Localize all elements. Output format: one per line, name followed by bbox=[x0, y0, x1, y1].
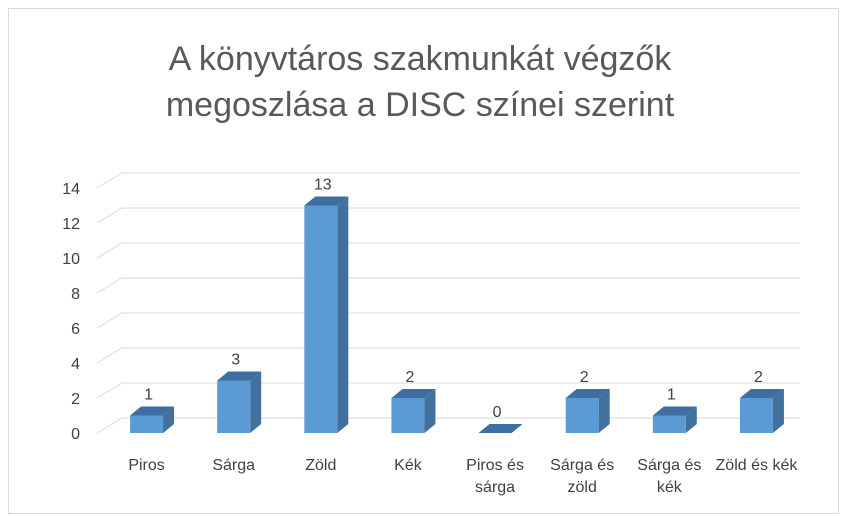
x-tick-label: Zöld bbox=[305, 457, 337, 474]
data-label: 2 bbox=[405, 369, 414, 386]
grid-line bbox=[96, 277, 800, 294]
bar-top bbox=[304, 196, 349, 206]
y-tick-label: 12 bbox=[62, 216, 80, 233]
bar bbox=[652, 415, 686, 433]
y-tick-label: 2 bbox=[71, 391, 80, 408]
y-tick-label: 6 bbox=[71, 321, 80, 338]
grid-line bbox=[96, 347, 800, 364]
data-label: 3 bbox=[231, 352, 240, 369]
data-label: 1 bbox=[144, 387, 153, 404]
bar-side bbox=[163, 406, 175, 433]
bar bbox=[565, 398, 599, 433]
grid-line bbox=[96, 312, 800, 329]
bar bbox=[304, 205, 338, 433]
bar bbox=[739, 398, 773, 433]
x-tick-label: Zöld és kék bbox=[715, 457, 798, 474]
data-label: 2 bbox=[754, 369, 763, 386]
bar bbox=[217, 380, 251, 433]
bar-side bbox=[598, 389, 610, 433]
y-tick-label: 10 bbox=[62, 251, 80, 268]
data-label: 2 bbox=[580, 369, 589, 386]
bar-side bbox=[685, 406, 697, 433]
x-tick-label: Sárga és zöld bbox=[550, 457, 615, 496]
bar-top bbox=[565, 389, 610, 398]
y-tick-label: 14 bbox=[62, 181, 80, 198]
data-label: 1 bbox=[667, 387, 676, 404]
bar-side bbox=[250, 371, 262, 433]
bar-side bbox=[424, 389, 436, 433]
x-tick-label: Kék bbox=[394, 457, 422, 474]
bar-top bbox=[739, 389, 784, 398]
bar-top bbox=[478, 424, 523, 433]
bar bbox=[391, 398, 425, 433]
bar-top bbox=[652, 406, 697, 416]
x-tick-label: Piros és sárga bbox=[466, 457, 524, 496]
y-tick-label: 8 bbox=[71, 286, 80, 303]
bar bbox=[130, 415, 164, 433]
y-tick-label: 0 bbox=[71, 426, 80, 443]
x-tick-label: Piros bbox=[128, 457, 165, 474]
grid-line bbox=[96, 207, 800, 224]
data-label: 0 bbox=[493, 404, 502, 421]
bar-side bbox=[337, 196, 349, 433]
grid-line bbox=[96, 172, 800, 189]
y-tick-label: 4 bbox=[71, 356, 80, 373]
bar-top bbox=[391, 389, 436, 398]
x-tick-label: Sárga bbox=[212, 457, 256, 474]
grid-line bbox=[96, 382, 800, 399]
bar-top bbox=[130, 406, 175, 416]
data-label: 13 bbox=[314, 177, 332, 194]
bar-top bbox=[217, 371, 262, 381]
chart-title: A könyvtáros szakmunkát végzők megoszlás… bbox=[165, 40, 675, 124]
x-tick-label: Sárga és kék bbox=[637, 457, 702, 496]
bar-side bbox=[772, 389, 784, 433]
grid-line bbox=[96, 242, 800, 259]
